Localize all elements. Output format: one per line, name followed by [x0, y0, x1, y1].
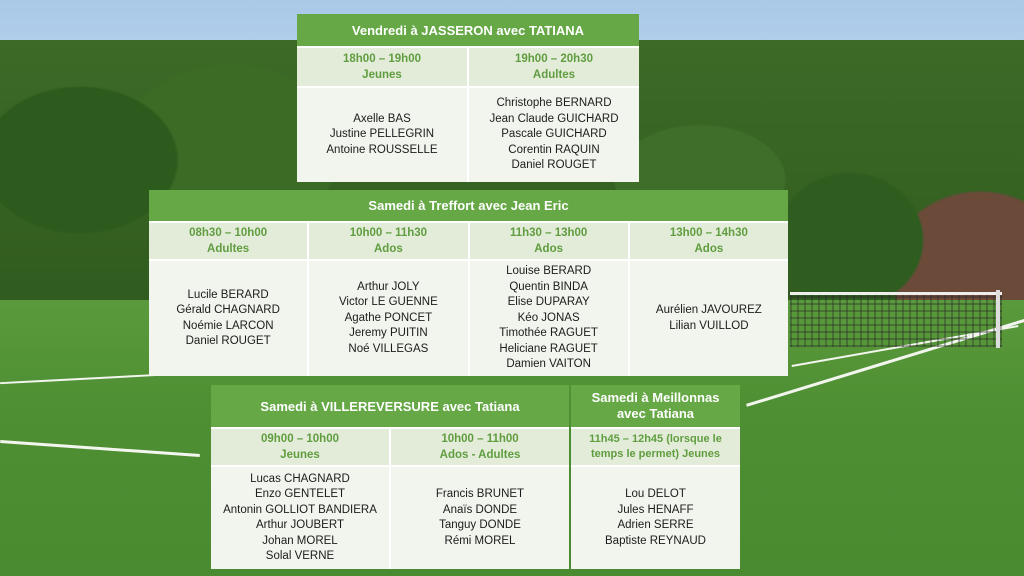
player-name: Arthur JOLY: [357, 280, 420, 293]
slot-time: 10h00 – 11h30: [349, 227, 428, 239]
player-name: Elise DUPARAY: [507, 296, 590, 309]
player-name: Johan MOREL: [262, 534, 338, 547]
player-name: Heliciane RAGUET: [499, 342, 598, 355]
player-name: Kéo JONAS: [517, 311, 580, 324]
player-name: Solal VERNE: [265, 550, 335, 562]
player-name: Lilian VUILLOD: [669, 319, 749, 332]
slot-header: 08h30 – 10h00 Adultes: [149, 223, 308, 261]
player-name: Lucile BERARD: [187, 288, 269, 301]
slot-header: 13h00 – 14h30 Ados: [629, 223, 788, 261]
player-list: Axelle BAS Justine PELLEGRIN Antoine ROU…: [297, 88, 467, 182]
player-list: Arthur JOLY Victor LE GUENNE Agathe PONC…: [309, 261, 468, 376]
player-name: Timothée RAGUET: [499, 327, 598, 340]
player-name: Tanguy DONDE: [439, 519, 521, 531]
friday-title: Vendredi à JASSERON avec TATIANA: [297, 14, 639, 48]
saturday-treffort-table: Samedi à Treffort avec Jean Eric 08h30 –…: [149, 190, 788, 376]
slot-time: 18h00 – 19h00: [342, 53, 421, 65]
slot-group: Ados: [694, 243, 724, 255]
slot-column: 19h00 – 20h30 Adultes Christophe BERNARD…: [469, 48, 639, 182]
slot-group: Adultes: [532, 69, 576, 81]
player-name: Damien VAITON: [506, 358, 591, 371]
slot-time-line2: temps le permet) Jeunes: [591, 448, 720, 460]
slot-header: 10h00 – 11h30 Ados: [309, 223, 468, 261]
player-name: Anaïs DONDE: [442, 503, 518, 516]
player-name: Corentin RAQUIN: [508, 143, 600, 156]
slot-column: 13h00 – 14h30 Ados Aurélien JAVOUREZ Lil…: [629, 223, 788, 376]
meillonnas-title-line2: avec Tatiana: [616, 406, 695, 421]
player-name: Noé VILLEGAS: [348, 342, 429, 355]
slot-header: 11h45 – 12h45 (lorsque le temps le perme…: [571, 429, 740, 467]
player-name: Francis BRUNET: [435, 488, 525, 500]
treffort-title: Samedi à Treffort avec Jean Eric: [149, 190, 788, 223]
player-name: Enzo GENTELET: [254, 488, 346, 500]
slot-time: 19h00 – 20h30: [514, 53, 593, 65]
player-name: Jeremy PUITIN: [349, 327, 428, 340]
villereversure-title: Samedi à VILLEREVERSURE avec Tatiana: [211, 385, 569, 429]
saturday-villereversure-table: Samedi à VILLEREVERSURE avec Tatiana 09h…: [211, 385, 569, 569]
player-name: Louise BERARD: [506, 265, 592, 278]
player-list: Christophe BERNARD Jean Claude GUICHARD …: [469, 88, 639, 182]
player-list: Lucile BERARD Gérald CHAGNARD Noémie LAR…: [149, 261, 308, 376]
slot-header: 18h00 – 19h00 Jeunes: [297, 48, 467, 88]
player-name: Axelle BAS: [353, 112, 411, 125]
slot-time: 11h30 – 13h00: [509, 227, 588, 239]
slot-group: Ados: [374, 243, 403, 255]
player-name: Baptiste REYNAUD: [605, 534, 706, 547]
slot-header: 09h00 – 10h00 Jeunes: [211, 429, 389, 467]
player-name: Antonin GOLLIOT BANDIERA: [223, 503, 377, 516]
player-name: Victor LE GUENNE: [338, 296, 438, 309]
slot-group: Ados - Adultes: [439, 449, 521, 461]
player-list: Louise BERARD Quentin BINDA Elise DUPARA…: [469, 261, 628, 376]
player-name: Agathe PONCET: [344, 311, 433, 324]
tennis-net: [790, 292, 1002, 347]
slot-group: Ados: [534, 243, 563, 255]
player-name: Gérald CHAGNARD: [176, 304, 280, 316]
slot-time: 10h00 – 11h00: [441, 433, 519, 445]
player-name: Christophe BERNARD: [496, 97, 612, 110]
slot-column: 18h00 – 19h00 Jeunes Axelle BAS Justine …: [297, 48, 469, 182]
slot-group: Adultes: [207, 243, 250, 255]
slot-header: 10h00 – 11h00 Ados - Adultes: [391, 429, 569, 467]
slot-column: 11h45 – 12h45 (lorsque le temps le perme…: [571, 429, 740, 569]
slot-time: 09h00 – 10h00: [260, 433, 339, 445]
player-name: Aurélien JAVOUREZ: [655, 304, 762, 316]
slot-group: Jeunes: [362, 69, 402, 81]
player-name: Noémie LARCON: [182, 319, 274, 332]
player-name: Daniel ROUGET: [185, 335, 271, 347]
player-name: Rémi MOREL: [444, 534, 516, 547]
player-name: Jean Claude GUICHARD: [489, 112, 619, 125]
meillonnas-title-line1: Samedi à Meillonnas: [591, 390, 720, 405]
slot-column: 10h00 – 11h00 Ados - Adultes Francis BRU…: [391, 429, 569, 569]
player-name: Daniel ROUGET: [511, 159, 597, 172]
player-list: Francis BRUNET Anaïs DONDE Tanguy DONDE …: [391, 467, 569, 569]
friday-jasseron-table: Vendredi à JASSERON avec TATIANA 18h00 –…: [297, 14, 639, 182]
slot-time-line1: 11h45 – 12h45 (lorsque le: [589, 433, 722, 445]
player-name: Lou DELOT: [625, 488, 686, 500]
slot-time: 13h00 – 14h30: [669, 227, 748, 239]
slot-group: Jeunes: [280, 449, 320, 461]
player-list: Aurélien JAVOUREZ Lilian VUILLOD: [629, 261, 788, 376]
player-name: Quentin BINDA: [509, 280, 588, 293]
slot-column: 11h30 – 13h00 Ados Louise BERARD Quentin…: [469, 223, 630, 376]
net-post: [996, 290, 1000, 348]
slot-header: 19h00 – 20h30 Adultes: [469, 48, 639, 88]
slot-time: 08h30 – 10h00: [189, 227, 268, 239]
player-name: Justine PELLEGRIN: [329, 128, 435, 141]
slot-column: 10h00 – 11h30 Ados Arthur JOLY Victor LE…: [309, 223, 470, 376]
player-name: Antoine ROUSSELLE: [326, 143, 438, 156]
player-name: Pascale GUICHARD: [501, 128, 607, 141]
saturday-meillonnas-table: Samedi à Meillonnas avec Tatiana 11h45 –…: [571, 385, 740, 569]
slot-column: 08h30 – 10h00 Adultes Lucile BERARD Géra…: [149, 223, 310, 376]
player-name: Arthur JOUBERT: [256, 519, 344, 531]
player-name: Lucas CHAGNARD: [250, 472, 350, 485]
meillonnas-title: Samedi à Meillonnas avec Tatiana: [571, 385, 740, 429]
player-name: Adrien SERRE: [617, 519, 694, 531]
player-list: Lou DELOT Jules HENAFF Adrien SERRE Bapt…: [571, 467, 740, 569]
player-list: Lucas CHAGNARD Enzo GENTELET Antonin GOL…: [211, 467, 389, 569]
slot-column: 09h00 – 10h00 Jeunes Lucas CHAGNARD Enzo…: [211, 429, 391, 569]
player-name: Jules HENAFF: [617, 503, 694, 516]
slot-header: 11h30 – 13h00 Ados: [469, 223, 628, 261]
